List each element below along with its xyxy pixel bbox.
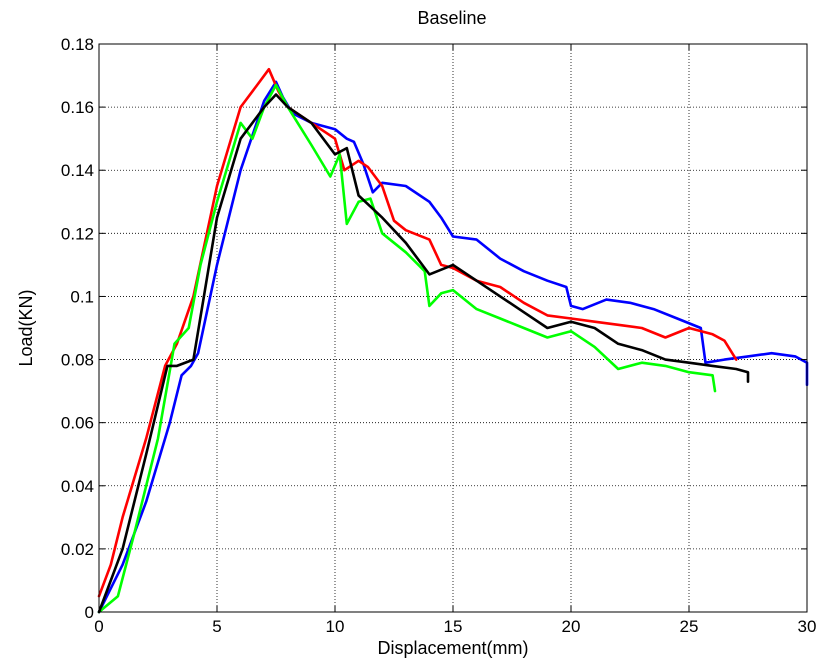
y-tick-label: 0.18: [61, 35, 94, 54]
y-tick-label: 0.16: [61, 98, 94, 117]
y-tick-label: 0.14: [61, 161, 94, 180]
y-tick-label: 0.02: [61, 540, 94, 559]
series-line-4: [97, 93, 750, 614]
y-tick-label: 0.08: [61, 351, 94, 370]
x-axis-label: Displacement(mm): [377, 638, 528, 658]
plot-lines: [97, 67, 809, 614]
y-tick-label: 0.1: [70, 287, 94, 306]
x-tick-label: 15: [444, 617, 463, 636]
series-line-1: [97, 80, 809, 614]
x-tick-label: 5: [212, 617, 221, 636]
y-tick-label: 0.04: [61, 477, 94, 496]
y-tick-label: 0.06: [61, 414, 94, 433]
series-line-3: [97, 83, 717, 614]
grid: [99, 44, 807, 612]
chart-title: Baseline: [417, 8, 486, 28]
ticks: 0 5 10 15 20 25 30 0 0.02 0.04 0.06 0.08 0.1 0.12 0.14…: [61, 35, 817, 636]
x-tick-label: 0: [94, 617, 103, 636]
y-tick-label: 0.12: [61, 224, 94, 243]
x-tick-label: 25: [680, 617, 699, 636]
x-tick-label: 10: [326, 617, 345, 636]
y-axis-label: Load(KN): [16, 289, 36, 366]
y-tick-label: 0: [85, 603, 94, 622]
x-tick-label: 20: [562, 617, 581, 636]
x-tick-label: 30: [798, 617, 817, 636]
series-line-2: [97, 67, 738, 598]
